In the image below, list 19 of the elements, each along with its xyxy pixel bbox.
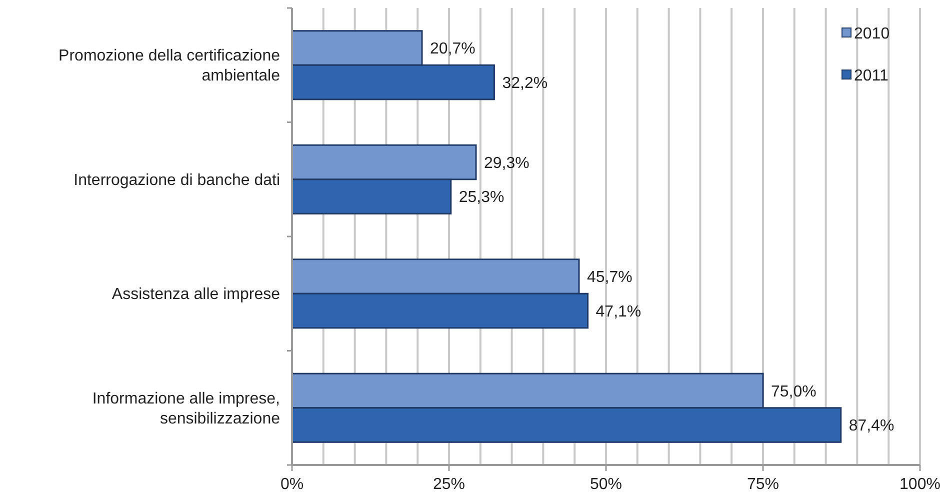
data-label: 25,3% [458,189,504,206]
data-label: 75,0% [771,383,816,400]
y-tick-label: Promozione della certificazione ambientale [58,48,280,85]
legend-label: 2010 [854,26,890,43]
data-label: 20,7% [430,40,476,58]
x-tick-label: 25% [432,476,466,493]
y-tick-label: Interrogazione di banche dati [74,172,280,189]
data-label: 32,2% [502,74,548,92]
y-tick-label: Assistenza alle imprese [112,286,280,304]
data-label: 45,7% [586,269,632,286]
legend-label: 2011 [854,68,889,85]
data-label: 29,3% [484,154,530,172]
y-tick-label: Informazione alle imprese, sensibilizzazione [92,390,280,428]
data-label: 87,4% [848,418,894,435]
x-tick-label: 75% [746,476,780,493]
data-label: 47,1% [596,303,642,320]
x-tick-label: 50% [590,476,622,493]
x-tick-label: 0% [280,476,304,493]
x-tick-label: 100% [900,476,940,493]
